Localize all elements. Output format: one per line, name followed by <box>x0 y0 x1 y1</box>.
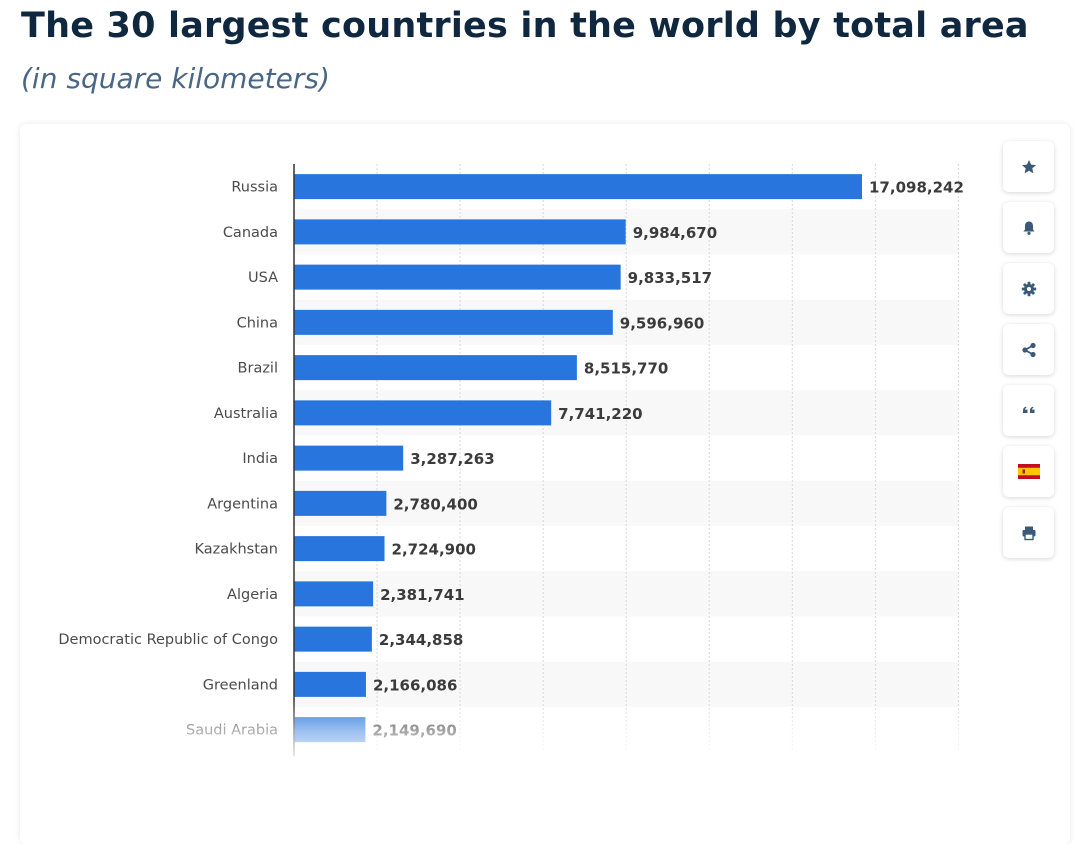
bar[interactable] <box>294 445 404 471</box>
value-labels: 17,098,242 9,984,670 9,833,517 9,596,960 8,5… <box>372 179 963 740</box>
value-label: 8,515,770 <box>584 360 668 378</box>
bar[interactable] <box>294 626 372 652</box>
star-icon <box>1021 159 1036 173</box>
value-label: 9,984,670 <box>633 224 717 242</box>
page-title: The 30 largest countries in the world by… <box>21 6 1029 46</box>
category-label: India <box>242 451 278 467</box>
bell-icon <box>1023 221 1034 235</box>
bar[interactable] <box>294 671 366 697</box>
bar[interactable] <box>294 581 374 607</box>
category-label: Canada <box>223 225 278 241</box>
value-label: 2,344,858 <box>379 631 463 649</box>
bar[interactable] <box>294 717 366 743</box>
bar-chart: Russia Canada USA China Brazil Australia India… <box>58 164 964 757</box>
value-label: 2,166,086 <box>373 676 457 694</box>
share-button[interactable] <box>1003 324 1054 375</box>
favorite-button[interactable] <box>1003 141 1054 192</box>
category-label: China <box>237 315 278 331</box>
notification-button[interactable] <box>1003 202 1054 253</box>
category-labels: Russia Canada USA China Brazil Australia India… <box>58 180 278 739</box>
category-label: Australia <box>214 406 278 422</box>
chart-card: Russia Canada USA China Brazil Australia India… <box>20 124 1070 844</box>
print-button[interactable] <box>1003 507 1054 558</box>
printer-icon <box>1022 526 1035 540</box>
category-label: Algeria <box>227 587 278 603</box>
category-label: Kazakhstan <box>194 542 278 558</box>
value-label: 2,780,400 <box>393 495 477 513</box>
category-label: Greenland <box>203 677 278 693</box>
value-label: 2,149,690 <box>372 722 456 740</box>
spain-flag-icon <box>1017 464 1040 479</box>
bar[interactable] <box>294 355 577 381</box>
page-subtitle: (in square kilometers) <box>21 62 330 95</box>
value-label: 3,287,263 <box>410 450 494 468</box>
value-label: 7,741,220 <box>558 405 642 423</box>
language-button[interactable] <box>1003 446 1054 497</box>
chart-toolbar <box>1003 141 1054 558</box>
bar[interactable] <box>294 400 552 426</box>
gear-icon <box>1021 281 1036 296</box>
category-label: Democratic Republic of Congo <box>58 632 278 648</box>
bar[interactable] <box>294 174 862 200</box>
value-label: 2,381,741 <box>380 586 464 604</box>
value-label: 9,833,517 <box>628 269 712 287</box>
bars <box>294 174 862 743</box>
category-label: Brazil <box>238 361 278 377</box>
bar[interactable] <box>294 309 613 335</box>
bar[interactable] <box>294 490 387 516</box>
cite-button[interactable] <box>1003 385 1054 436</box>
category-label: Russia <box>231 180 278 196</box>
bar[interactable] <box>294 264 621 290</box>
bar[interactable] <box>294 536 385 562</box>
category-label: Saudi Arabia <box>186 723 278 739</box>
category-label: Argentina <box>207 496 278 512</box>
category-label: USA <box>248 270 278 286</box>
bar[interactable] <box>294 219 626 245</box>
settings-button[interactable] <box>1003 263 1054 314</box>
value-label: 9,596,960 <box>620 314 704 332</box>
value-label: 17,098,242 <box>869 179 964 197</box>
value-label: 2,724,900 <box>392 541 476 559</box>
quote-icon <box>1022 406 1034 413</box>
share-icon <box>1021 342 1036 357</box>
